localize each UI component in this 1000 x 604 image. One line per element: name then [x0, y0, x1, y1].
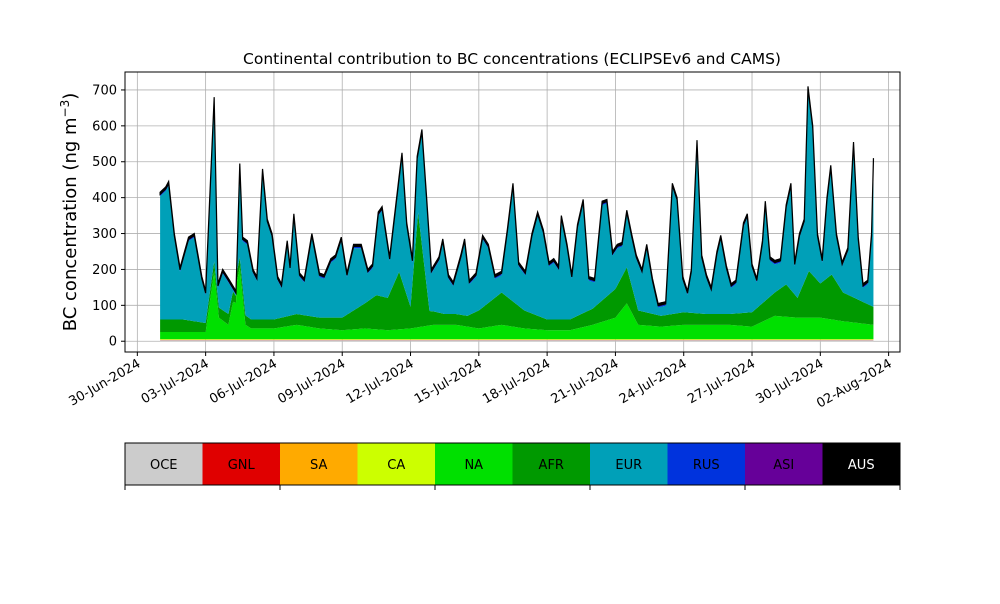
- legend-label-gnl: GNL: [228, 458, 256, 473]
- x-tick-label: 09-Jul-2024: [275, 356, 348, 407]
- y-tick-label: 700: [92, 83, 117, 98]
- y-axis-label-unit-exponent: −3: [58, 100, 72, 118]
- y-tick-label: 400: [92, 191, 117, 206]
- legend-label-ca: CA: [387, 458, 405, 473]
- legend-colorbar: OCE GNL SA CA NA AFR EUR RUS ASI AUS: [125, 443, 900, 490]
- legend-label-rus: RUS: [693, 458, 720, 473]
- area-ca: [160, 339, 873, 340]
- x-tick-label: 18-Jul-2024: [480, 356, 553, 407]
- x-tick-label: 06-Jul-2024: [207, 356, 280, 407]
- area-oce: [160, 340, 873, 341]
- y-tick-label: 100: [92, 299, 117, 314]
- x-tick-label: 03-Jul-2024: [139, 356, 212, 407]
- x-tick-label: 02-Aug-2024: [814, 356, 894, 411]
- y-tick-label: 300: [92, 227, 117, 242]
- y-tick-label: 600: [92, 119, 117, 134]
- x-tick-label: 27-Jul-2024: [685, 356, 758, 407]
- legend-label-sa: SA: [310, 458, 327, 473]
- chart-title: Continental contribution to BC concentra…: [243, 50, 781, 68]
- x-tick-label: 24-Jul-2024: [617, 356, 690, 407]
- y-axis-label: BC concentration (ng m−3): [58, 93, 81, 332]
- legend-label-eur: EUR: [615, 458, 642, 473]
- legend-label-oce: OCE: [150, 458, 178, 473]
- y-axis-label-close: ): [60, 93, 81, 100]
- y-tick-label: 200: [92, 263, 117, 278]
- legend-label-na: NA: [464, 458, 483, 473]
- y-axis-label-main: BC concentration (ng m: [60, 117, 81, 331]
- area-eur: [160, 90, 873, 323]
- stacked-area-layer: [160, 86, 873, 341]
- y-axis: 0 100 200 300 400 500 600 700: [92, 83, 125, 349]
- legend-label-afr: AFR: [539, 458, 564, 473]
- x-tick-label: 21-Jul-2024: [549, 356, 622, 407]
- x-axis: 30-Jun-202403-Jul-202406-Jul-202409-Jul-…: [67, 352, 895, 412]
- y-tick-label: 500: [92, 155, 117, 170]
- x-tick-label: 15-Jul-2024: [412, 356, 485, 407]
- legend-label-asi: ASI: [773, 458, 794, 473]
- legend-label-aus: AUS: [848, 458, 875, 473]
- x-tick-label: 30-Jun-2024: [67, 356, 144, 409]
- y-tick-label: 0: [109, 335, 117, 350]
- x-tick-label: 12-Jul-2024: [344, 356, 417, 407]
